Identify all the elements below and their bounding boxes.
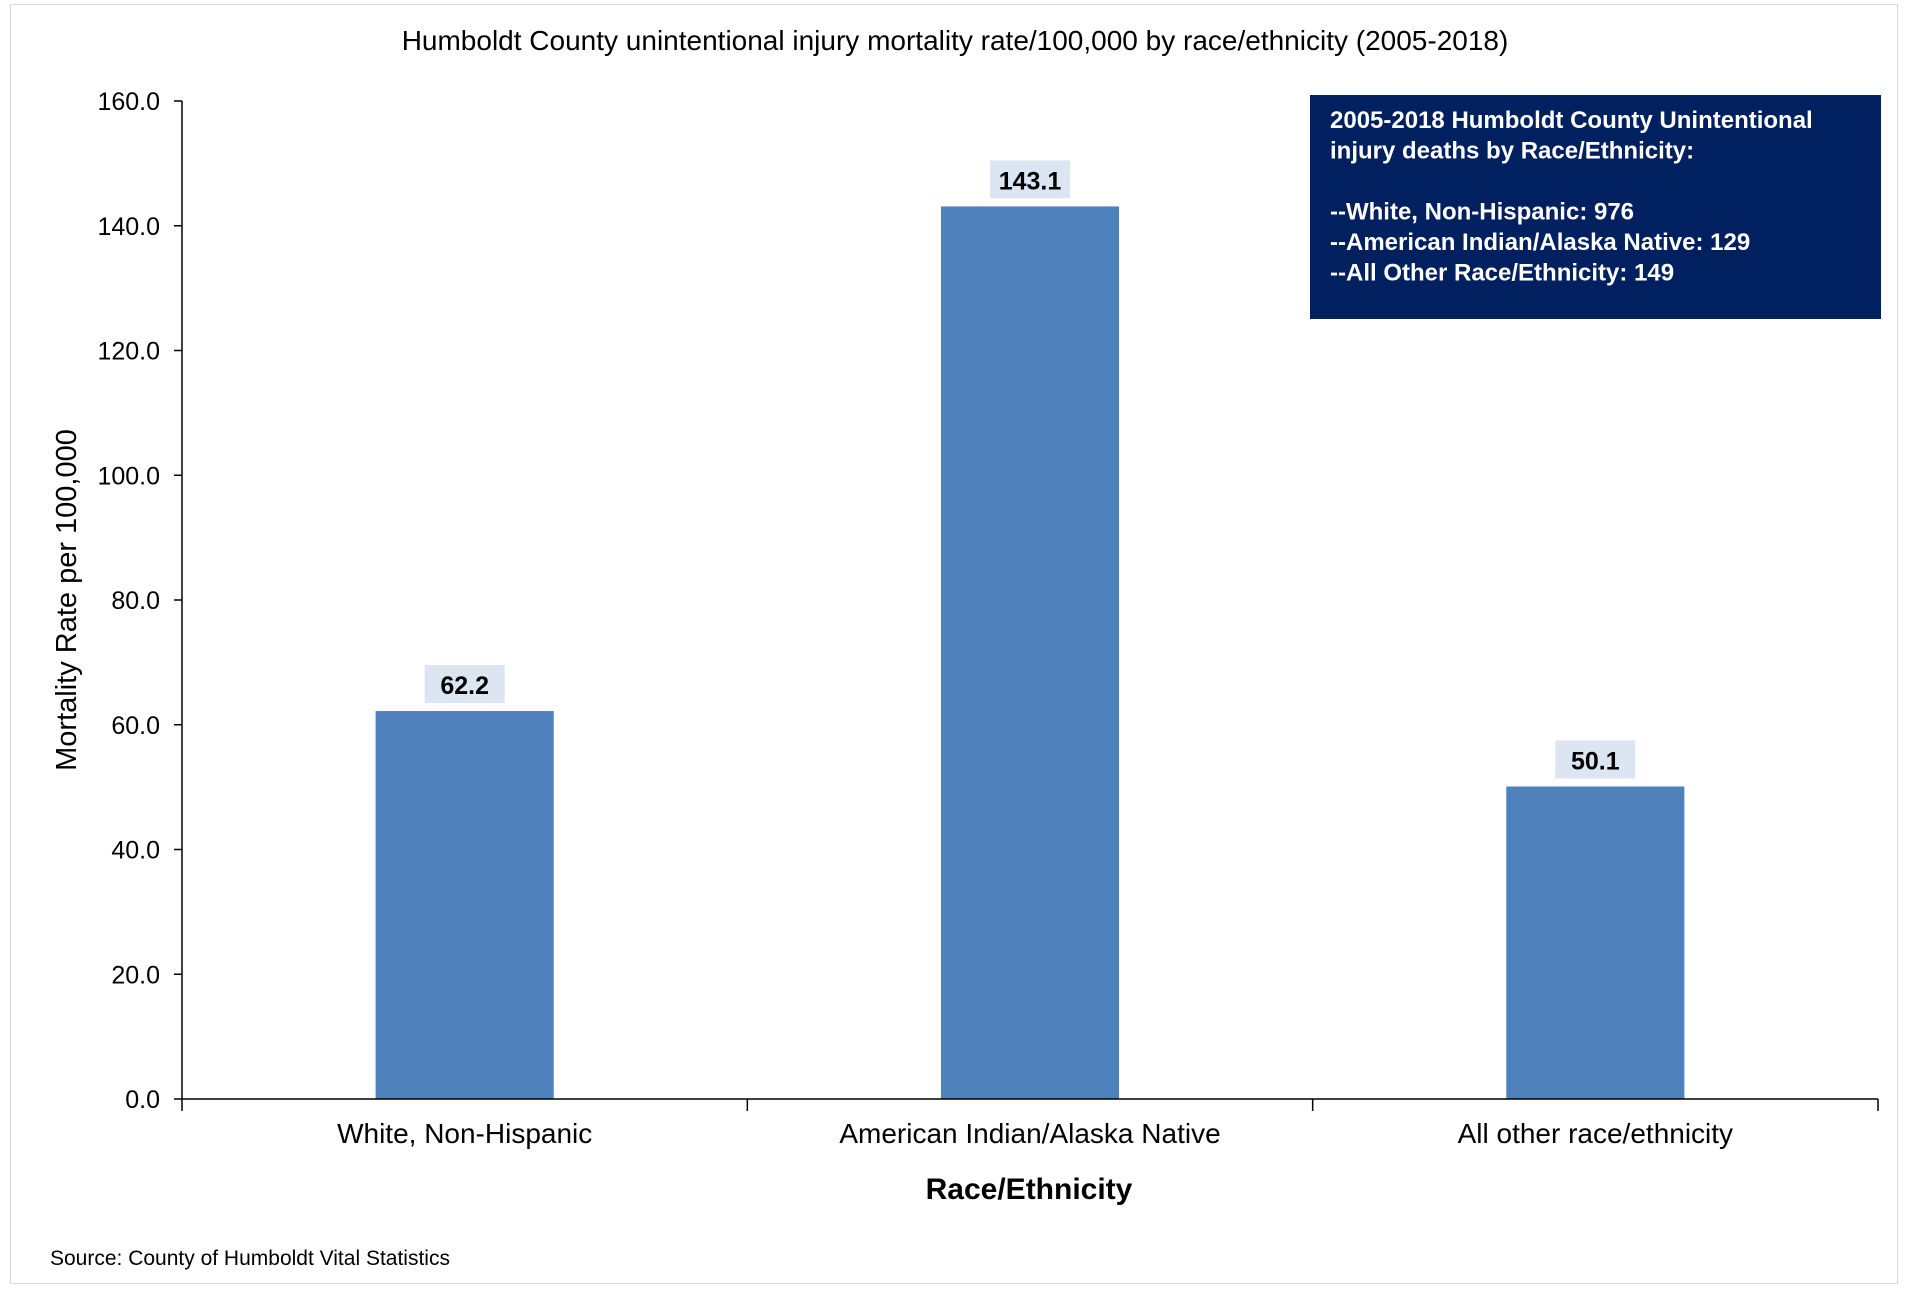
annotation-line: injury deaths by Race/Ethnicity: bbox=[1330, 138, 1694, 165]
y-tick-label: 80.0 bbox=[111, 587, 160, 615]
annotation-text: 2005-2018 Humboldt County Unintentional i… bbox=[1330, 107, 1813, 287]
y-tick-label: 40.0 bbox=[111, 837, 160, 865]
data-label-background bbox=[990, 160, 1070, 199]
y-tick-label: 20.0 bbox=[111, 961, 160, 989]
x-axis-categories: White, Non-Hispanic American Indian/Alask… bbox=[337, 1118, 1733, 1149]
annotation-background bbox=[1310, 95, 1881, 319]
y-tick-label: 160.0 bbox=[97, 88, 160, 116]
x-category-label: American Indian/Alaska Native bbox=[839, 1118, 1220, 1149]
chart-title: Humboldt County unintentional injury mor… bbox=[402, 25, 1509, 56]
annotation-line: --White, Non-Hispanic: 976 bbox=[1330, 199, 1634, 226]
x-axis-label: Race/Ethnicity bbox=[926, 1173, 1133, 1206]
data-label: 143.1 bbox=[999, 167, 1062, 195]
bar-series bbox=[375, 206, 1685, 1099]
source-note: Source: County of Humboldt Vital Statist… bbox=[50, 1247, 450, 1270]
data-label-background bbox=[424, 665, 505, 704]
annotation-line: 2005-2018 Humboldt County Unintentional bbox=[1330, 107, 1813, 134]
data-label: 50.1 bbox=[1571, 748, 1620, 776]
y-tick-label: 140.0 bbox=[97, 213, 160, 241]
bar bbox=[1506, 786, 1685, 1099]
y-tick-label: 100.0 bbox=[97, 462, 160, 490]
annotation-line: --American Indian/Alaska Native: 129 bbox=[1330, 229, 1750, 256]
y-axis-ticks: 0.0 20.0 40.0 60.0 80.0 100.0 120.0 140.0 160.0 bbox=[97, 88, 182, 1114]
data-label: 62.2 bbox=[440, 672, 489, 700]
bar bbox=[940, 206, 1120, 1099]
y-tick-label: 0.0 bbox=[125, 1086, 160, 1114]
y-axis-label: Mortality Rate per 100,000 bbox=[51, 429, 83, 771]
data-label-background bbox=[1555, 740, 1636, 779]
x-category-label: All other race/ethnicity bbox=[1458, 1118, 1733, 1149]
y-tick-label: 60.0 bbox=[111, 712, 160, 740]
bar bbox=[375, 711, 554, 1099]
data-labels: 62.2 143.1 50.1 bbox=[424, 160, 1636, 779]
y-tick-label: 120.0 bbox=[97, 338, 160, 366]
x-category-label: White, Non-Hispanic bbox=[337, 1118, 592, 1149]
x-axis-ticks bbox=[181, 1099, 1879, 1111]
annotation-box: 2005-2018 Humboldt County Unintentional i… bbox=[1310, 95, 1881, 319]
annotation-line: --All Other Race/Ethnicity: 149 bbox=[1330, 260, 1674, 287]
